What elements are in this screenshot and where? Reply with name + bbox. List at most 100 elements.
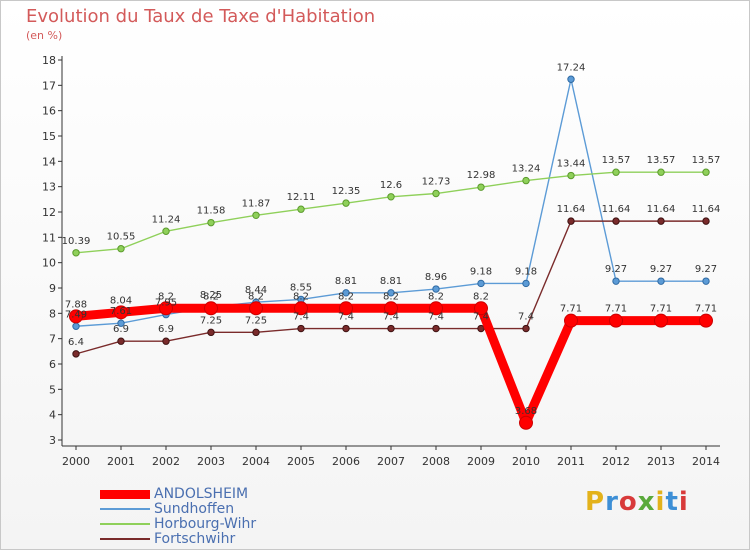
data-point-fortschwihr	[387, 324, 395, 333]
x-tick-label: 2010	[512, 455, 540, 468]
legend-label-andolsheim: ANDOLSHEIM	[154, 486, 249, 502]
data-point-horbourg-wihr	[342, 199, 350, 207]
data-label-andolsheim: 8.2	[248, 291, 264, 302]
data-label-fortschwihr: 11.64	[557, 204, 586, 215]
data-point-fortschwihr	[207, 328, 215, 337]
y-tick-label: 7	[49, 333, 56, 346]
data-label-andolsheim: 7.71	[560, 304, 582, 315]
data-label-fortschwihr: 6.9	[158, 324, 174, 335]
data-label-andolsheim: 8.2	[203, 291, 219, 302]
x-tick-label: 2007	[377, 455, 405, 468]
data-label-sundhoffen: 8.44	[245, 285, 267, 296]
data-point-andolsheim	[114, 305, 128, 320]
y-tick-label: 6	[49, 358, 56, 371]
data-label-sundhoffen: 9.18	[470, 266, 492, 277]
data-point-horbourg-wihr	[567, 171, 575, 180]
y-tick-label: 18	[42, 54, 56, 67]
data-point-horbourg-wihr	[432, 189, 440, 198]
data-label-andolsheim: 8.2	[473, 291, 489, 302]
data-label-fortschwihr: 7.4	[428, 312, 444, 323]
x-tick-label: 2001	[107, 455, 135, 468]
data-label-andolsheim: 8.2	[338, 291, 354, 302]
legend-label-horbourg-wihr: Horbourg-Wihr	[154, 516, 257, 532]
y-tick-label: 3	[49, 434, 56, 447]
data-label-horbourg-wihr: 12.6	[380, 180, 402, 191]
data-label-andolsheim: 7.71	[650, 304, 672, 315]
legend-swatch-andolsheim	[100, 489, 150, 499]
data-label-fortschwihr: 7.4	[383, 312, 399, 323]
axes: 3 4 5 6 7 8 9 10 11 12 13 14 15 16 17 18 2000 2001 2002 200…	[42, 54, 720, 468]
x-tick-label: 2006	[332, 455, 360, 468]
data-label-sundhoffen: 7.49	[65, 309, 87, 320]
data-label-horbourg-wihr: 12.73	[422, 177, 451, 188]
data-label-fortschwihr: 6.9	[113, 324, 129, 335]
y-tick-label: 9	[49, 282, 56, 295]
data-point-fortschwihr	[297, 324, 305, 333]
data-label-horbourg-wihr: 12.35	[332, 186, 361, 197]
data-point-horbourg-wihr	[72, 249, 80, 257]
data-label-sundhoffen: 9.27	[695, 264, 717, 275]
logo-letter: o	[618, 487, 638, 517]
data-label-fortschwihr: 7.4	[473, 312, 489, 323]
legend-label-sundhoffen: Sundhoffen	[154, 501, 235, 517]
data-point-sundhoffen	[72, 322, 80, 330]
data-point-fortschwihr	[477, 324, 485, 333]
data-label-fortschwihr: 7.4	[293, 312, 309, 323]
chart-subtitle: (en %)	[26, 29, 63, 42]
data-point-andolsheim	[249, 301, 263, 316]
legend-swatch-fortschwihr	[100, 538, 150, 540]
logo-letter: x	[637, 487, 656, 517]
data-point-andolsheim	[69, 309, 83, 324]
legend-label-fortschwihr: Fortschwihr	[154, 531, 236, 547]
data-point-horbourg-wihr	[252, 211, 260, 219]
data-label-fortschwihr: 6.4	[68, 337, 84, 348]
x-tick-label: 2003	[197, 455, 225, 468]
y-tick-label: 15	[42, 130, 56, 143]
x-tick-label: 2009	[467, 455, 495, 468]
data-label-fortschwihr: 11.64	[647, 204, 676, 215]
data-label-horbourg-wihr: 13.57	[647, 155, 676, 166]
data-point-horbourg-wihr	[477, 183, 485, 191]
y-tick-label: 10	[42, 257, 56, 270]
data-point-andolsheim	[204, 301, 218, 316]
data-label-horbourg-wihr: 11.87	[242, 198, 271, 209]
logo-letter: i	[678, 487, 689, 517]
data-point-horbourg-wihr	[297, 205, 305, 213]
logo-letter: r	[605, 487, 619, 517]
data-point-horbourg-wihr	[522, 176, 530, 185]
data-label-sundhoffen: 17.24	[557, 62, 586, 73]
data-label-andolsheim: 8.04	[110, 295, 132, 306]
data-label-andolsheim: 8.2	[293, 291, 309, 302]
data-label-horbourg-wihr: 13.44	[557, 159, 586, 170]
y-tick-label: 8	[49, 307, 56, 320]
data-point-sundhoffen	[387, 289, 395, 297]
data-label-fortschwihr: 11.64	[692, 204, 721, 215]
data-label-sundhoffen: 7.61	[110, 306, 132, 317]
data-point-horbourg-wihr	[387, 193, 395, 201]
data-point-fortschwihr	[567, 217, 575, 225]
y-tick-label: 14	[42, 155, 56, 168]
data-label-andolsheim: 7.88	[65, 299, 87, 310]
data-point-sundhoffen	[342, 289, 350, 297]
data-point-andolsheim	[519, 415, 533, 430]
logo-letter: P	[585, 487, 606, 517]
chart-title: Evolution du Taux de Taxe d'Habitation	[26, 6, 376, 27]
x-tick-label: 2004	[242, 455, 270, 468]
data-point-fortschwihr	[162, 337, 170, 345]
x-tick-label: 2008	[422, 455, 450, 468]
data-label-horbourg-wihr: 11.58	[197, 206, 226, 217]
x-tick-label: 2002	[152, 455, 180, 468]
data-point-andolsheim	[294, 301, 308, 316]
data-point-fortschwihr	[72, 350, 80, 358]
x-tick-label: 2013	[647, 455, 675, 468]
data-label-andolsheim: 3.68	[515, 406, 537, 417]
data-label-andolsheim: 7.71	[695, 304, 717, 315]
proxiti-logo: Proxiti	[585, 487, 689, 517]
data-label-horbourg-wihr: 12.98	[467, 170, 496, 181]
y-tick-label: 16	[42, 105, 56, 118]
data-label-horbourg-wihr: 11.24	[152, 214, 181, 225]
data-label-sundhoffen: 8.81	[380, 276, 402, 287]
data-point-andolsheim	[564, 313, 578, 328]
data-label-horbourg-wihr: 13.24	[512, 164, 541, 175]
data-point-fortschwihr	[252, 328, 260, 337]
